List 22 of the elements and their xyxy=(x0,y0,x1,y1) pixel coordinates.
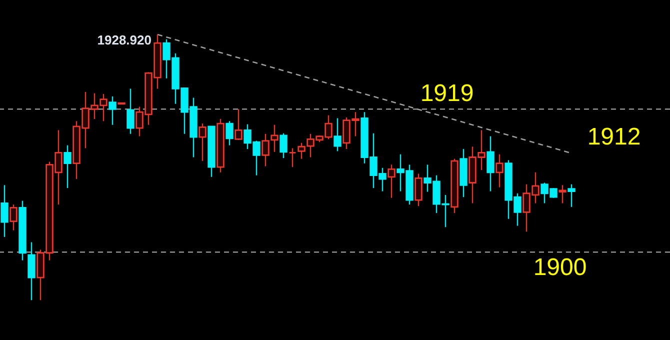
candlestick xyxy=(280,132,288,159)
candlestick xyxy=(10,204,18,231)
candlestick xyxy=(558,184,566,204)
candlestick xyxy=(126,88,134,134)
candlestick xyxy=(496,154,504,188)
candlestick xyxy=(108,96,116,126)
candlestick xyxy=(388,164,396,198)
candlestick xyxy=(334,118,342,152)
candlestick xyxy=(226,120,234,146)
candlestick xyxy=(64,144,72,189)
candlestick xyxy=(288,148,296,168)
candlestick xyxy=(486,136,494,192)
candlestick xyxy=(234,108,242,141)
candlestick xyxy=(0,184,8,238)
annotation: 1928.920 xyxy=(97,32,152,48)
annotation: 1900 xyxy=(533,254,587,282)
candlestick xyxy=(568,184,576,208)
candlestick xyxy=(414,173,422,207)
annotation: 1919 xyxy=(420,80,474,108)
text: 1912 xyxy=(587,123,641,150)
candlestick xyxy=(198,122,206,162)
candlestick xyxy=(28,242,36,301)
